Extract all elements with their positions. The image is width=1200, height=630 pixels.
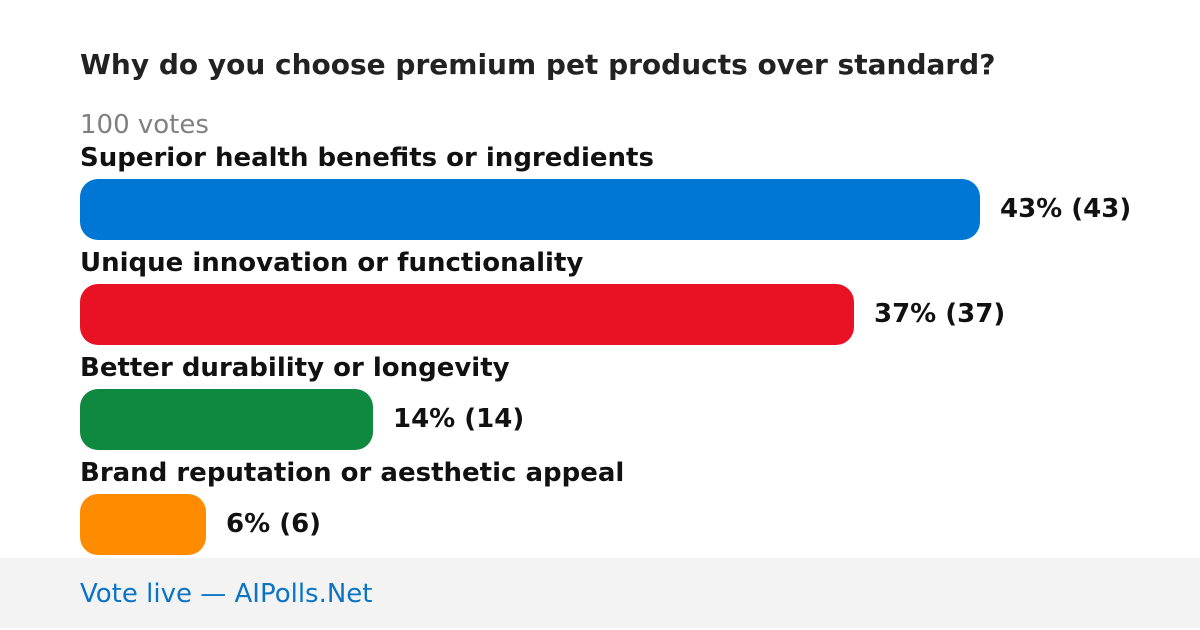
vote-live-link[interactable]: Vote live — AIPolls.Net xyxy=(80,579,373,609)
result-bar xyxy=(80,284,854,345)
option-label: Brand reputation or aesthetic appeal xyxy=(80,458,625,488)
option-label: Unique innovation or functionality xyxy=(80,248,584,278)
result-bar xyxy=(80,179,980,240)
poll-option: Unique innovation or functionality 37% (3… xyxy=(80,248,1180,353)
result-value-label: 37% (37) xyxy=(874,299,1006,329)
poll-option: Brand reputation or aesthetic appeal 6% (… xyxy=(80,458,1180,563)
result-bar xyxy=(80,389,373,450)
poll-option: Better durability or longevity 14% (14) xyxy=(80,353,1180,458)
poll-question: Why do you choose premium pet products o… xyxy=(80,48,996,81)
option-label: Superior health benefits or ingredients xyxy=(80,143,654,173)
poll-option: Superior health benefits or ingredients 4… xyxy=(80,143,1180,248)
footer-bar: Vote live — AIPolls.Net xyxy=(0,558,1200,628)
option-label: Better durability or longevity xyxy=(80,353,510,383)
vote-count: 100 votes xyxy=(80,110,209,140)
result-value-label: 43% (43) xyxy=(1000,194,1132,224)
result-bar xyxy=(80,494,206,555)
result-value-label: 14% (14) xyxy=(393,404,525,434)
result-value-label: 6% (6) xyxy=(226,509,322,539)
